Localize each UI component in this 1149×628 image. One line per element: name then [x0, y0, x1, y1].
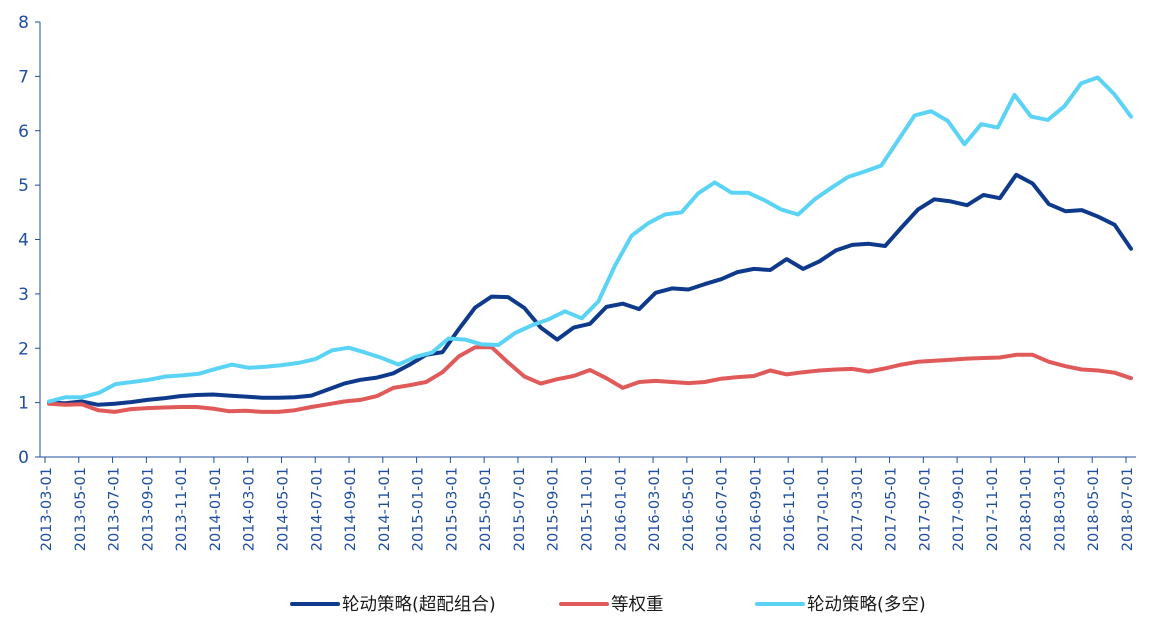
- x-tick-label: 2014-07-01: [309, 467, 325, 551]
- x-tick-label: 2015-07-01: [512, 467, 528, 551]
- x-tick-label: 2016-11-01: [782, 467, 798, 551]
- series-line-1: [47, 172, 1133, 407]
- x-tick-label: 2013-09-01: [140, 467, 156, 551]
- legend-label: 轮动策略(多空): [807, 595, 926, 615]
- x-tick-label: 2018-03-01: [1052, 467, 1068, 551]
- x-tick-label: 2017-03-01: [850, 467, 866, 551]
- x-tick-label: 2017-11-01: [985, 467, 1001, 551]
- x-tick-label: 2018-01-01: [1019, 467, 1035, 551]
- x-tick-label: 2016-09-01: [748, 467, 764, 551]
- y-tick-label: 2: [18, 339, 29, 359]
- y-tick-label: 5: [18, 176, 29, 196]
- y-tick-label: 7: [18, 67, 29, 87]
- x-tick-label: 2018-05-01: [1086, 467, 1102, 551]
- x-tick-label: 2015-09-01: [546, 467, 562, 551]
- x-tick-label: 2015-03-01: [444, 467, 460, 551]
- x-tick-label: 2015-11-01: [580, 467, 596, 551]
- series-layer: [47, 75, 1133, 414]
- x-tick-label: 2014-05-01: [275, 467, 291, 551]
- x-tick-label: 2013-05-01: [73, 467, 89, 551]
- x-tick-label: 2013-03-01: [39, 467, 55, 551]
- x-tick-label: 2015-01-01: [411, 467, 427, 551]
- x-tick-label: 2016-07-01: [715, 467, 731, 551]
- y-tick-label: 4: [18, 231, 29, 251]
- y-tick-label: 8: [18, 13, 29, 33]
- x-tick-label: 2016-05-01: [681, 467, 697, 551]
- x-tick-label: 2013-07-01: [107, 467, 123, 551]
- x-tick-label: 2013-11-01: [174, 467, 190, 551]
- x-tick-label: 2017-09-01: [951, 467, 967, 551]
- legend-label: 轮动策略(超配组合): [342, 595, 496, 615]
- x-tick-label: 2014-01-01: [208, 467, 224, 551]
- x-tick-label: 2014-09-01: [343, 467, 359, 551]
- x-tick-label: 2018-07-01: [1120, 467, 1136, 551]
- y-tick-label: 1: [18, 394, 29, 414]
- axes: 0 1 2 3 4 5 6 7 8 2013-03-01 2013-05-01 2013-07-01 2…: [18, 13, 1136, 551]
- x-tick-label: 2014-11-01: [377, 467, 393, 551]
- x-tick-label: 2017-05-01: [884, 467, 900, 551]
- x-tick-label: 2015-05-01: [478, 467, 494, 551]
- y-tick-label: 3: [18, 285, 29, 305]
- x-tick-label: 2016-03-01: [647, 467, 663, 551]
- series-line-3: [47, 75, 1133, 404]
- x-tick-label: 2016-01-01: [613, 467, 629, 551]
- legend-label: 等权重: [611, 595, 664, 615]
- y-tick-label: 6: [18, 122, 29, 142]
- x-tick-label: 2017-07-01: [917, 467, 933, 551]
- y-tick-label: 0: [18, 448, 29, 468]
- series-line-2: [47, 345, 1133, 414]
- legend: 轮动策略(超配组合) 等权重 轮动策略(多空): [290, 595, 926, 615]
- x-tick-label: 2014-03-01: [242, 467, 258, 551]
- x-tick-label: 2017-01-01: [816, 467, 832, 551]
